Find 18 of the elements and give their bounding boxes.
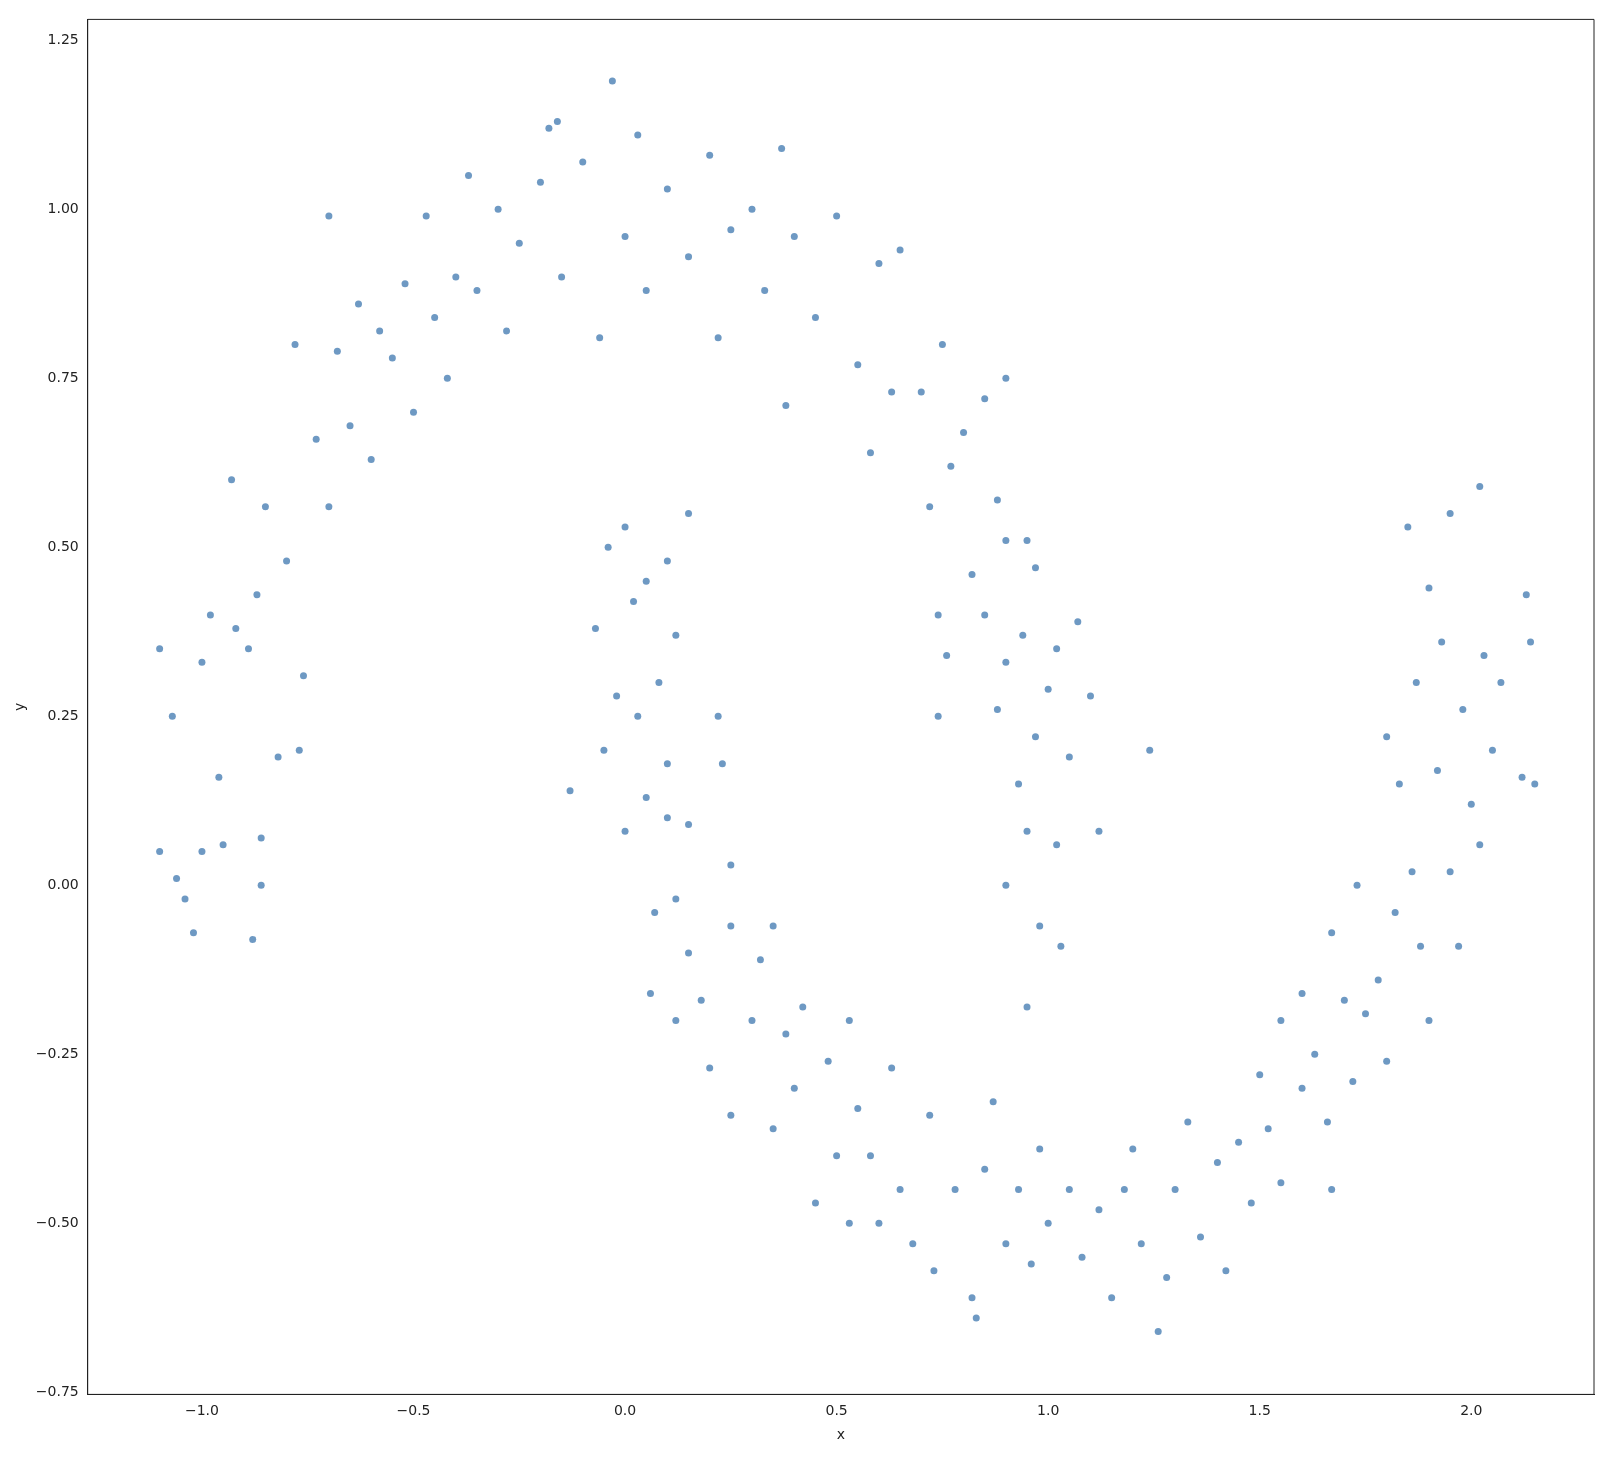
x-tick-label: 0.5 bbox=[825, 1402, 848, 1419]
x-tick-label: 1.0 bbox=[1037, 1402, 1060, 1419]
y-tick-label: −0.75 bbox=[35, 1383, 79, 1400]
y-tick-label: −0.50 bbox=[35, 1214, 79, 1231]
x-tick-label: −0.5 bbox=[396, 1402, 431, 1419]
y-tick-label: 0.25 bbox=[47, 707, 79, 723]
y-axis-title: y bbox=[11, 702, 28, 712]
x-axis-title: x bbox=[836, 1426, 845, 1443]
y-tick-label: 0.50 bbox=[47, 538, 79, 554]
y-tick-label: −0.25 bbox=[35, 1045, 79, 1062]
y-tick-label: 0.00 bbox=[47, 876, 79, 893]
y-tick-label: 1.25 bbox=[47, 31, 79, 47]
x-tick-label: 2.0 bbox=[1460, 1402, 1483, 1419]
x-tick-label: −1.0 bbox=[184, 1402, 219, 1419]
x-tick-label: 1.5 bbox=[1248, 1402, 1271, 1419]
y-tick-label: 0.75 bbox=[47, 369, 79, 385]
x-tick-label: 0.0 bbox=[613, 1402, 637, 1419]
y-tick-label: 1.00 bbox=[47, 200, 79, 216]
